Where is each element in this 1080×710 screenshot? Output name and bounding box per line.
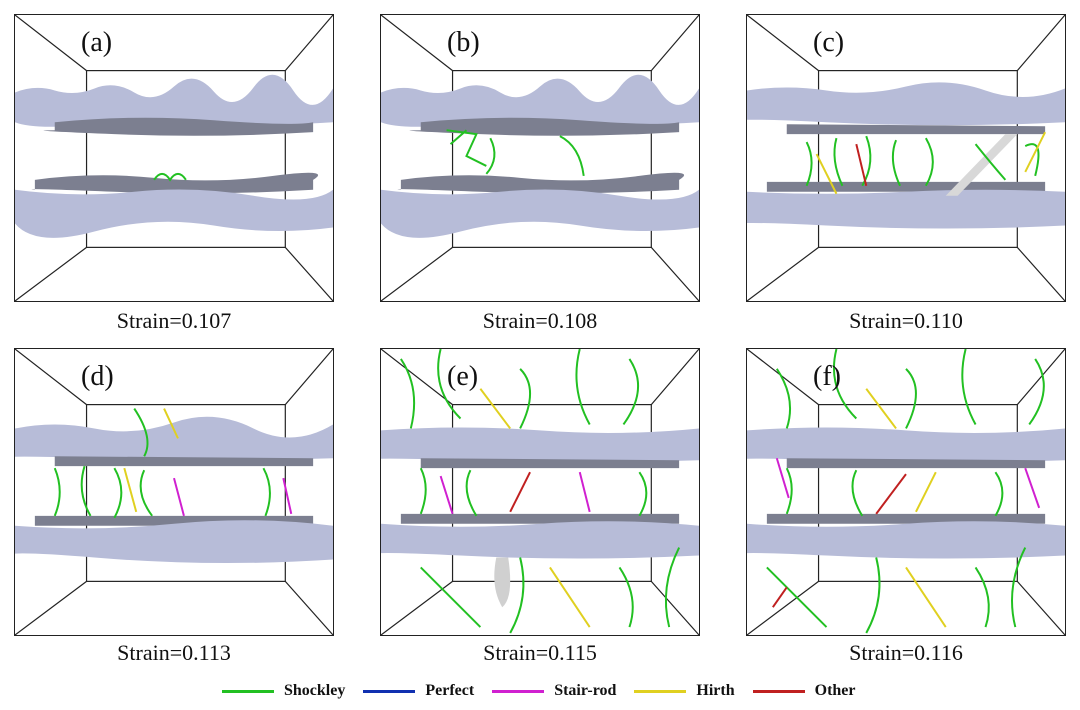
panel-c: (c) (746, 14, 1066, 302)
panel-c-label: (c) (813, 27, 845, 58)
legend-item-stair-rod: Stair-rod (492, 682, 616, 700)
panel-a-caption: Strain=0.107 (116, 308, 232, 333)
panel-a-render (15, 15, 333, 301)
legend-swatch-shockley (222, 689, 274, 693)
legend-label-shockley: Shockley (284, 682, 346, 699)
legend-item-perfect: Perfect (363, 682, 474, 700)
panel-d-render (15, 349, 333, 635)
panel-d-label: (d) (81, 361, 114, 392)
panel-e-caption: Strain=0.115 (483, 640, 597, 665)
panel-a: (a) (14, 14, 334, 302)
panel-d: (d) (14, 348, 334, 636)
panel-b-render (381, 15, 699, 301)
panel-f-label: (f) (813, 361, 841, 392)
panel-f: (f) (746, 348, 1066, 636)
legend-label-other: Other (814, 682, 856, 699)
legend-label-hirth: Hirth (696, 682, 735, 699)
legend-swatch-other (752, 689, 805, 693)
legend-swatch-hirth (634, 689, 687, 693)
legend-swatch-stair-rod (492, 689, 545, 693)
panel-f-caption: Strain=0.116 (849, 640, 963, 665)
panel-d-caption: Strain=0.113 (117, 640, 231, 665)
panel-e: (e) (380, 348, 700, 636)
dislocation-legend: Shockley Perfect Stair-rod Hirth Other (222, 679, 874, 703)
legend-item-shockley: Shockley (222, 682, 345, 700)
panel-e-label: (e) (447, 361, 479, 392)
panel-b: (b) (380, 14, 700, 302)
legend-swatch-perfect (363, 689, 416, 693)
panel-b-label: (b) (447, 27, 480, 58)
legend-label-perfect: Perfect (425, 682, 475, 699)
legend-label-stair-rod: Stair-rod (554, 682, 617, 699)
legend-item-other: Other (752, 682, 856, 700)
panel-c-render (747, 15, 1065, 301)
legend-item-hirth: Hirth (634, 682, 735, 700)
panel-f-render (747, 349, 1065, 635)
panel-c-caption: Strain=0.110 (849, 308, 963, 333)
panel-b-caption: Strain=0.108 (482, 308, 598, 333)
panel-a-label: (a) (81, 27, 113, 58)
panel-e-render (381, 349, 699, 635)
